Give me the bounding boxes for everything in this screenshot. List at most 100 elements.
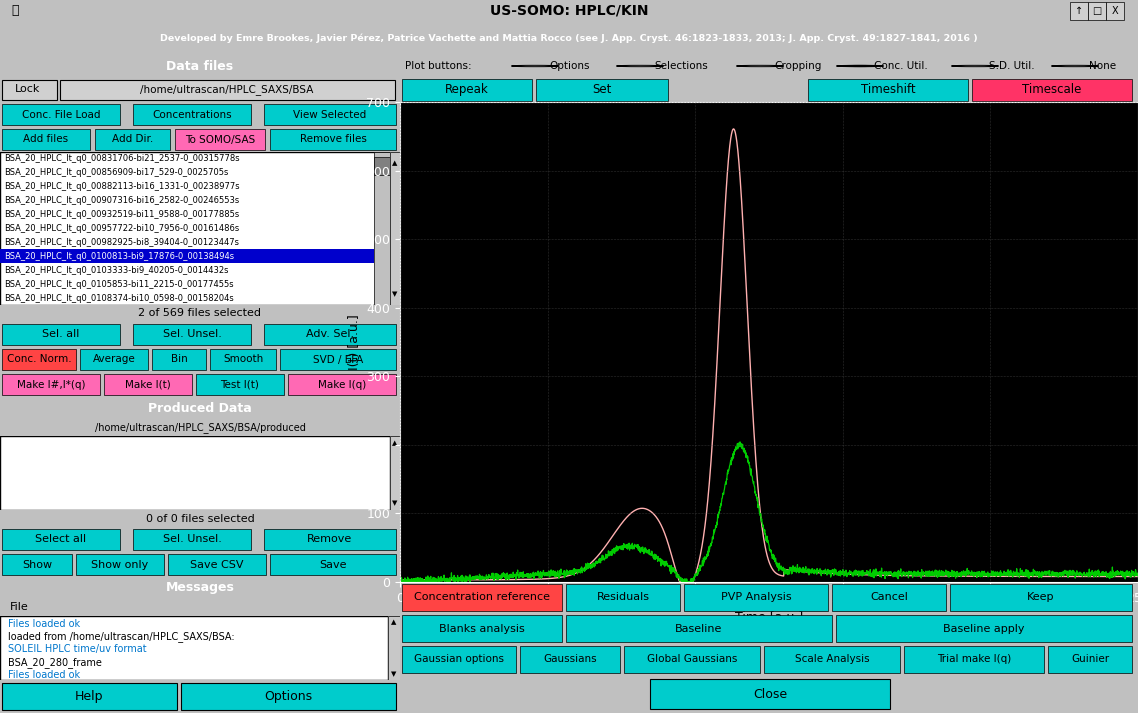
- Bar: [624, 646, 760, 673]
- Text: Concentrations: Concentrations: [152, 110, 232, 120]
- Bar: [374, 157, 390, 175]
- Bar: [972, 78, 1132, 101]
- Bar: [133, 529, 251, 550]
- Bar: [76, 554, 164, 575]
- Text: Conc. Util.: Conc. Util.: [874, 61, 927, 71]
- Bar: [536, 78, 668, 101]
- Bar: [402, 646, 516, 673]
- Text: View Selected: View Selected: [294, 110, 366, 120]
- Text: Gaussian options: Gaussian options: [414, 655, 504, 665]
- Text: Timescale: Timescale: [1022, 83, 1082, 96]
- Text: Data files: Data files: [166, 59, 233, 73]
- Text: ▼: ▼: [393, 501, 397, 506]
- Bar: [904, 646, 1044, 673]
- Bar: [104, 374, 192, 395]
- Bar: [566, 584, 681, 611]
- Text: Make I#,I*(q): Make I#,I*(q): [17, 379, 85, 389]
- Bar: [264, 104, 396, 125]
- Text: loaded from /home/ultrascan/HPLC_SAXS/BSA:: loaded from /home/ultrascan/HPLC_SAXS/BS…: [8, 631, 234, 642]
- Bar: [152, 349, 206, 370]
- Text: Bin: Bin: [171, 354, 188, 364]
- Text: BSA_20_HPLC_It_q0_0108374-bi10_0598-0_00158204s: BSA_20_HPLC_It_q0_0108374-bi10_0598-0_00…: [3, 294, 233, 302]
- Y-axis label: I(t) [a.u.]: I(t) [a.u.]: [348, 314, 361, 370]
- Text: ▲: ▲: [391, 619, 397, 625]
- Text: Conc. Norm.: Conc. Norm.: [7, 354, 72, 364]
- Text: Produced Data: Produced Data: [148, 401, 251, 414]
- Bar: [566, 615, 832, 642]
- Bar: [280, 349, 396, 370]
- Text: Remove: Remove: [307, 535, 353, 545]
- Text: SOLEIL HPLC time/uv format: SOLEIL HPLC time/uv format: [8, 645, 147, 655]
- Text: Add Dir.: Add Dir.: [112, 135, 154, 145]
- Bar: [2, 80, 57, 100]
- Bar: [196, 374, 284, 395]
- Text: 2 of 569 files selected: 2 of 569 files selected: [139, 309, 262, 319]
- Text: BSA_20_HPLC_It_q0_00957722-bi10_7956-0_00161486s: BSA_20_HPLC_It_q0_00957722-bi10_7956-0_0…: [3, 224, 239, 233]
- Text: ▼: ▼: [391, 671, 397, 677]
- Text: Lock: Lock: [15, 85, 41, 95]
- Text: /home/ultrascan/HPLC_SAXS/BSA: /home/ultrascan/HPLC_SAXS/BSA: [140, 84, 314, 95]
- Text: BSA_20_280_frame: BSA_20_280_frame: [8, 657, 101, 667]
- Text: Concentration reference: Concentration reference: [414, 593, 550, 602]
- Text: File: File: [10, 602, 28, 612]
- Text: BSA_20_HPLC_It_q0_0105853-bi11_2215-0_00177455s: BSA_20_HPLC_It_q0_0105853-bi11_2215-0_00…: [3, 279, 233, 289]
- Bar: [374, 152, 390, 305]
- Text: PVP Analysis: PVP Analysis: [720, 593, 791, 602]
- Text: Scale Analysis: Scale Analysis: [794, 655, 869, 665]
- Bar: [950, 584, 1132, 611]
- Bar: [2, 529, 119, 550]
- Bar: [264, 529, 396, 550]
- Circle shape: [836, 66, 883, 67]
- Bar: [211, 349, 277, 370]
- Text: BSA_20_HPLC_It_q0_0103333-bi9_40205-0_0014432s: BSA_20_HPLC_It_q0_0103333-bi9_40205-0_00…: [3, 266, 229, 275]
- Text: Selections: Selections: [654, 61, 708, 71]
- Bar: [2, 129, 90, 150]
- Text: S.D. Util.: S.D. Util.: [989, 61, 1034, 71]
- Text: Gaussians: Gaussians: [543, 655, 596, 665]
- Circle shape: [1052, 66, 1098, 67]
- Bar: [808, 78, 968, 101]
- Bar: [402, 78, 531, 101]
- Text: Sel. all: Sel. all: [42, 329, 80, 339]
- Text: Residuals: Residuals: [596, 593, 650, 602]
- Bar: [133, 324, 251, 345]
- Bar: [80, 349, 148, 370]
- Text: Average: Average: [92, 354, 135, 364]
- Bar: [1070, 2, 1088, 20]
- Circle shape: [736, 66, 784, 67]
- Text: BSA_20_HPLC_It_q0_00856909-bi17_529-0_0025705s: BSA_20_HPLC_It_q0_00856909-bi17_529-0_00…: [3, 168, 229, 178]
- Text: □: □: [1092, 6, 1102, 16]
- Bar: [94, 129, 170, 150]
- Text: Global Gaussians: Global Gaussians: [646, 655, 737, 665]
- Bar: [520, 646, 620, 673]
- Text: To SOMO/SAS: To SOMO/SAS: [184, 135, 255, 145]
- Bar: [2, 554, 72, 575]
- Text: Make I(t): Make I(t): [125, 379, 171, 389]
- Text: Select all: Select all: [35, 535, 86, 545]
- Text: Messages: Messages: [165, 582, 234, 595]
- Bar: [402, 584, 562, 611]
- Text: Conc. File Load: Conc. File Load: [22, 110, 100, 120]
- Text: BSA_20_HPLC_It_q0_00882113-bi16_1331-0_00238977s: BSA_20_HPLC_It_q0_00882113-bi16_1331-0_0…: [3, 183, 239, 191]
- Bar: [270, 554, 396, 575]
- Bar: [1106, 2, 1124, 20]
- Text: ▲: ▲: [393, 160, 397, 165]
- Bar: [270, 129, 396, 150]
- Bar: [2, 682, 178, 710]
- Bar: [832, 584, 946, 611]
- Text: Close: Close: [753, 687, 787, 700]
- Bar: [2, 104, 119, 125]
- Bar: [2, 374, 100, 395]
- Text: Baseline: Baseline: [675, 623, 723, 633]
- Circle shape: [617, 66, 663, 67]
- Text: Files loaded ok: Files loaded ok: [8, 670, 80, 680]
- Bar: [1048, 646, 1132, 673]
- Text: Timeshift: Timeshift: [860, 83, 915, 96]
- Text: Set: Set: [592, 83, 612, 96]
- Bar: [264, 324, 396, 345]
- Bar: [836, 615, 1132, 642]
- Bar: [650, 679, 890, 709]
- Bar: [60, 80, 395, 100]
- Text: Baseline apply: Baseline apply: [943, 623, 1024, 633]
- Text: BSA_20_HPLC_It_q0_00932519-bi11_9588-0_00177885s: BSA_20_HPLC_It_q0_00932519-bi11_9588-0_0…: [3, 210, 239, 219]
